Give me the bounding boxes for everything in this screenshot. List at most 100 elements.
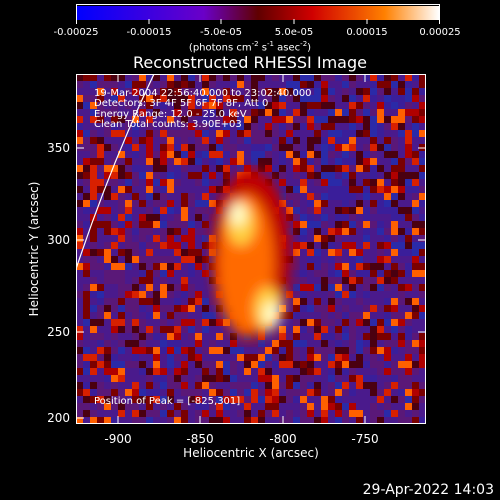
image-pixel — [188, 326, 195, 333]
image-pixel — [223, 417, 230, 424]
image-pixel — [97, 312, 104, 319]
image-pixel — [118, 375, 125, 382]
image-pixel — [300, 410, 307, 417]
image-pixel — [146, 319, 153, 326]
image-pixel — [391, 158, 398, 165]
image-pixel — [412, 396, 419, 403]
image-pixel — [146, 396, 153, 403]
image-pixel — [314, 102, 321, 109]
image-pixel — [160, 130, 167, 137]
image-pixel — [167, 284, 174, 291]
image-pixel — [349, 270, 356, 277]
image-pixel — [160, 179, 167, 186]
image-pixel — [125, 396, 132, 403]
image-pixel — [132, 396, 139, 403]
image-pixel — [216, 123, 223, 130]
image-pixel — [139, 74, 146, 81]
image-pixel — [279, 326, 286, 333]
image-pixel — [412, 221, 419, 228]
image-pixel — [370, 249, 377, 256]
image-pixel — [328, 81, 335, 88]
image-pixel — [195, 284, 202, 291]
image-pixel — [342, 284, 349, 291]
image-pixel — [244, 368, 251, 375]
image-pixel — [167, 389, 174, 396]
image-pixel — [195, 207, 202, 214]
image-pixel — [230, 172, 237, 179]
image-pixel — [118, 179, 125, 186]
image-pixel — [363, 186, 370, 193]
image-pixel — [342, 179, 349, 186]
image-pixel — [272, 144, 279, 151]
image-pixel — [153, 95, 160, 102]
image-pixel — [118, 235, 125, 242]
image-pixel — [314, 200, 321, 207]
image-pixel — [97, 200, 104, 207]
image-pixel — [391, 102, 398, 109]
image-pixel — [111, 305, 118, 312]
image-pixel — [412, 74, 419, 81]
image-pixel — [244, 410, 251, 417]
image-pixel — [328, 410, 335, 417]
image-pixel — [398, 165, 405, 172]
image-pixel — [132, 179, 139, 186]
image-pixel — [188, 74, 195, 81]
image-pixel — [237, 410, 244, 417]
image-pixel — [412, 95, 419, 102]
image-pixel — [342, 186, 349, 193]
image-pixel — [349, 305, 356, 312]
image-pixel — [251, 368, 258, 375]
image-pixel — [244, 340, 251, 347]
image-pixel — [111, 109, 118, 116]
image-pixel — [146, 354, 153, 361]
image-pixel — [139, 333, 146, 340]
image-pixel — [216, 347, 223, 354]
image-pixel — [160, 319, 167, 326]
image-pixel — [293, 270, 300, 277]
image-pixel — [286, 389, 293, 396]
image-pixel — [125, 207, 132, 214]
image-pixel — [97, 144, 104, 151]
image-pixel — [363, 249, 370, 256]
image-pixel — [90, 249, 97, 256]
image-pixel — [90, 74, 97, 81]
image-pixel — [118, 396, 125, 403]
image-pixel — [300, 389, 307, 396]
image-pixel — [132, 200, 139, 207]
image-pixel — [188, 263, 195, 270]
image-pixel — [118, 305, 125, 312]
image-pixel — [90, 88, 97, 95]
image-pixel — [286, 74, 293, 81]
image-pixel — [356, 137, 363, 144]
image-pixel — [251, 81, 258, 88]
image-pixel — [97, 389, 104, 396]
solar-limb — [76, 74, 155, 270]
image-pixel — [293, 207, 300, 214]
image-pixel — [314, 277, 321, 284]
image-pixel — [160, 403, 167, 410]
image-pixel — [167, 375, 174, 382]
image-pixel — [328, 123, 335, 130]
image-pixel — [237, 396, 244, 403]
image-pixel — [335, 172, 342, 179]
image-pixel — [146, 151, 153, 158]
image-pixel — [104, 95, 111, 102]
image-pixel — [300, 228, 307, 235]
image-pixel — [384, 95, 391, 102]
image-pixel — [349, 74, 356, 81]
image-pixel — [118, 382, 125, 389]
image-pixel — [384, 256, 391, 263]
image-pixel — [356, 228, 363, 235]
image-pixel — [76, 291, 83, 298]
image-pixel — [363, 284, 370, 291]
image-pixel — [293, 81, 300, 88]
image-pixel — [139, 347, 146, 354]
image-pixel — [370, 193, 377, 200]
image-pixel — [398, 123, 405, 130]
image-pixel — [160, 277, 167, 284]
image-pixel — [76, 305, 83, 312]
image-pixel — [384, 151, 391, 158]
image-pixel — [153, 165, 160, 172]
image-pixel — [111, 312, 118, 319]
image-pixel — [314, 375, 321, 382]
